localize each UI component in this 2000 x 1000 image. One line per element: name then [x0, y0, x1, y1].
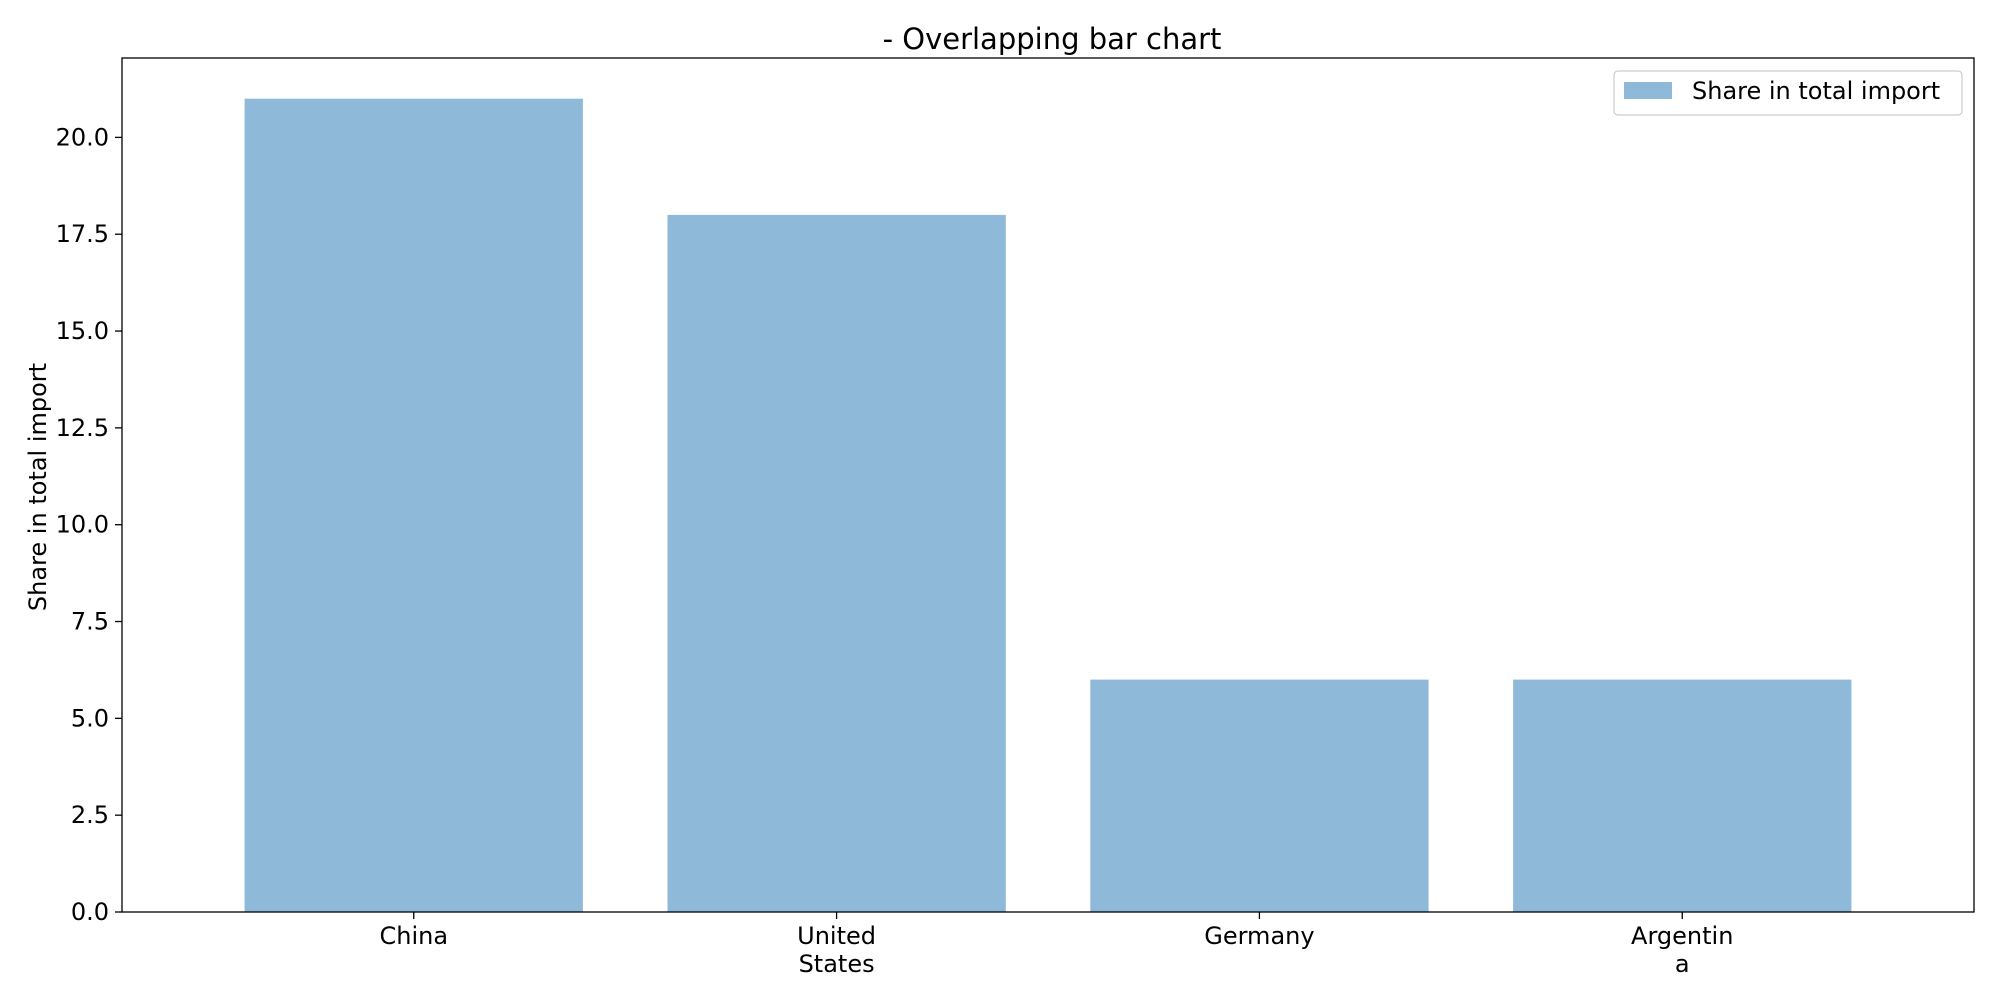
y-tick-label-1: 2.5	[71, 801, 109, 829]
x-tick-label-1: United States	[797, 922, 876, 978]
plot-frame	[121, 57, 1975, 913]
y-tick-label-5: 12.5	[56, 414, 109, 442]
legend-swatch	[1624, 82, 1672, 99]
bars-group	[244, 98, 1852, 912]
y-axis-label: Share in total import	[24, 363, 52, 611]
legend-label: Share in total import	[1692, 77, 1940, 105]
legend-box	[1613, 70, 1963, 116]
y-tick-label-8: 20.0	[56, 123, 109, 151]
chart-title: - Overlapping bar chart	[883, 22, 1222, 56]
y-tick-label-7: 17.5	[56, 220, 109, 248]
y-tick-label-2: 5.0	[71, 704, 109, 732]
x-tick-label-2: Germany	[1204, 922, 1314, 950]
bar-1	[667, 214, 1006, 912]
bar-0	[244, 98, 583, 912]
legend: Share in total import	[1613, 70, 1963, 116]
y-tick-label-0: 0.0	[71, 898, 109, 926]
y-axis: 0.0 2.5 5.0 7.5 10.0 12.5 15.0 17.5 20.0	[56, 123, 122, 926]
bar-2	[1090, 679, 1429, 912]
y-tick-label-4: 10.0	[56, 511, 109, 539]
x-tick-label-3: Argentin a	[1631, 922, 1733, 978]
y-tick-label-3: 7.5	[71, 608, 109, 636]
bar-3	[1513, 679, 1852, 912]
x-tick-label-0: China	[379, 922, 448, 950]
x-axis: China United States Germany Argentin a	[379, 912, 1733, 978]
y-tick-label-6: 15.0	[56, 317, 109, 345]
